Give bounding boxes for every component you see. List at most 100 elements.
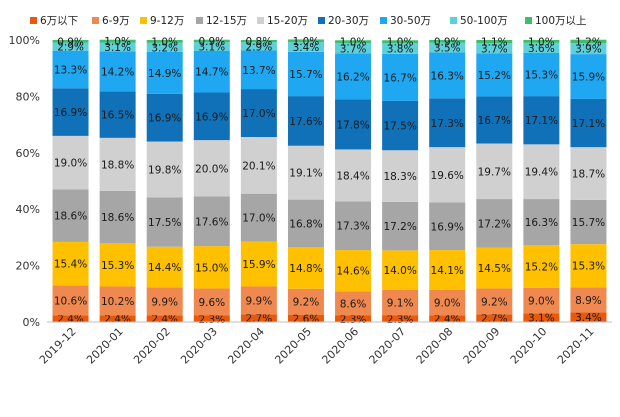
- data-label: 3.1%: [528, 313, 555, 325]
- bar-segment: [523, 313, 560, 322]
- bar-segment: [382, 201, 419, 251]
- bar-segment: [52, 189, 89, 242]
- bar-segment: [99, 91, 136, 138]
- data-label: 3.1%: [198, 42, 225, 54]
- legend-marker: [525, 17, 532, 24]
- data-label: 17.0%: [242, 213, 275, 225]
- bar-segment: [523, 42, 560, 53]
- bar-segment: [335, 201, 372, 251]
- data-label: 17.3%: [336, 221, 369, 233]
- bar-segment: [52, 40, 89, 43]
- data-label: 2.9%: [246, 41, 273, 53]
- data-label: 13.3%: [54, 64, 87, 76]
- bar-segment: [382, 53, 419, 101]
- data-label: 17.2%: [383, 221, 416, 233]
- bar-segment: [523, 40, 560, 43]
- data-label: 9.2%: [481, 296, 508, 308]
- data-label: 3.7%: [481, 43, 508, 55]
- bar-segment: [382, 250, 419, 290]
- bar-segment: [52, 315, 89, 322]
- data-label: 17.3%: [431, 118, 464, 130]
- data-label: 14.5%: [478, 263, 511, 275]
- bar-segment: [382, 150, 419, 202]
- data-label: 17.0%: [242, 108, 275, 120]
- bar-segment: [240, 137, 277, 194]
- bar-segment: [523, 96, 560, 145]
- data-label: 2.4%: [104, 314, 131, 326]
- bar-segment: [146, 246, 183, 288]
- data-label: 14.1%: [431, 265, 464, 277]
- data-label: 17.1%: [525, 115, 558, 127]
- data-label: 3.4%: [575, 312, 602, 324]
- data-label: 20.0%: [195, 163, 228, 175]
- data-label: 16.7%: [478, 115, 511, 127]
- bar-segment: [382, 289, 419, 316]
- bar-segment: [52, 285, 89, 316]
- data-label: 13.7%: [242, 65, 275, 77]
- data-label: 3.7%: [340, 43, 367, 55]
- bar-segment: [382, 315, 419, 322]
- bar-segment: [193, 288, 230, 316]
- data-label: 17.6%: [195, 216, 228, 228]
- bar-segment: [570, 147, 607, 200]
- data-label: 16.7%: [383, 72, 416, 84]
- data-label: 1.1%: [481, 37, 508, 49]
- legend-marker: [140, 17, 147, 24]
- legend-label: 6万以下: [40, 15, 78, 27]
- data-label: 3.5%: [434, 42, 461, 54]
- bar-segment: [476, 53, 513, 97]
- data-label: 8.9%: [575, 295, 602, 307]
- data-label: 17.2%: [478, 218, 511, 230]
- data-label: 9.9%: [246, 295, 273, 307]
- bar-segment: [146, 315, 183, 322]
- bar-segment: [99, 315, 136, 322]
- bar-segment: [429, 202, 466, 251]
- data-label: 2.7%: [246, 313, 273, 325]
- data-label: 2.3%: [387, 314, 414, 326]
- y-tick-label: 60%: [16, 147, 40, 160]
- bar-segment: [193, 315, 230, 322]
- bar-segment: [52, 50, 89, 89]
- bar-segment: [570, 312, 607, 322]
- y-axis: 0% 20% 40% 60% 80% 100%: [9, 34, 40, 329]
- bar-segment: [287, 39, 324, 43]
- bar-segment: [570, 287, 607, 313]
- x-tick-label: 2020-01: [84, 325, 126, 367]
- bar-segment: [240, 50, 277, 90]
- data-label: 16.2%: [336, 71, 369, 83]
- bar-segment: [429, 250, 466, 290]
- bars: 2.4%10.6%15.4%18.6%19.0%16.9%13.3%2.9%0.…: [52, 36, 607, 326]
- bar-segment: [429, 289, 466, 316]
- bar-segment: [476, 40, 513, 44]
- bar-segment: [99, 286, 136, 316]
- data-label: 1.2%: [575, 36, 602, 48]
- data-label: 17.6%: [289, 116, 322, 128]
- bar-segment: [52, 42, 89, 51]
- data-label: 2.4%: [434, 314, 461, 326]
- bar-segment: [335, 53, 372, 100]
- bar-segment: [429, 147, 466, 203]
- bar-segment: [193, 92, 230, 141]
- data-label: 15.9%: [242, 259, 275, 271]
- bar-segment: [99, 39, 136, 43]
- bar-segment: [146, 141, 183, 198]
- data-label: 9.6%: [198, 297, 225, 309]
- bar-segment: [99, 243, 136, 287]
- data-label: 15.7%: [289, 69, 322, 81]
- bar-segment: [476, 288, 513, 315]
- data-label: 1.0%: [104, 36, 131, 48]
- bar-segment: [523, 245, 560, 288]
- data-label: 9.0%: [528, 296, 555, 308]
- data-label: 17.1%: [572, 118, 605, 130]
- data-label: 15.2%: [478, 70, 511, 82]
- bar-segment: [287, 51, 324, 97]
- data-label: 1.0%: [293, 36, 320, 48]
- data-label: 2.3%: [340, 314, 367, 326]
- data-label: 19.1%: [289, 168, 322, 180]
- data-label: 16.3%: [525, 217, 558, 229]
- legend-label: 30-50万: [390, 15, 431, 27]
- data-label: 2.7%: [481, 313, 508, 325]
- data-label: 14.2%: [101, 66, 134, 78]
- data-label: 19.7%: [478, 166, 511, 178]
- bar-segment: [382, 100, 419, 151]
